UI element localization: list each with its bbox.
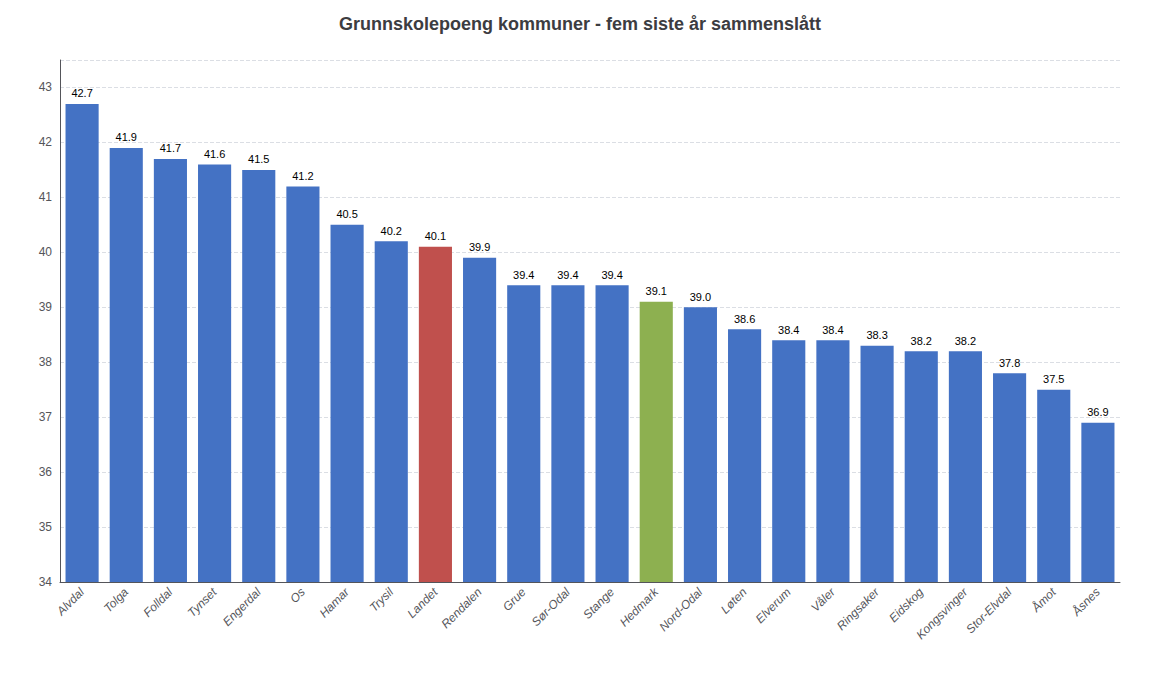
svg-text:41.2: 41.2 [292, 170, 313, 182]
svg-text:Løten: Løten [718, 585, 750, 617]
svg-text:Kongsvinger: Kongsvinger [913, 584, 971, 642]
svg-text:Åsnes: Åsnes [1068, 584, 1103, 619]
svg-text:38.4: 38.4 [778, 324, 799, 336]
svg-text:37.8: 37.8 [999, 357, 1020, 369]
svg-text:Folldal: Folldal [140, 585, 175, 620]
svg-text:41: 41 [39, 190, 53, 204]
svg-text:40.2: 40.2 [381, 225, 402, 237]
svg-text:37.5: 37.5 [1043, 373, 1064, 385]
svg-text:38.3: 38.3 [866, 329, 887, 341]
svg-text:39.1: 39.1 [646, 285, 667, 297]
svg-text:Grue: Grue [500, 585, 529, 614]
svg-text:38.2: 38.2 [955, 335, 976, 347]
svg-text:37: 37 [39, 410, 53, 424]
svg-text:Engerdal: Engerdal [220, 585, 264, 629]
svg-text:Alvdal: Alvdal [53, 585, 87, 619]
svg-text:41.6: 41.6 [204, 148, 225, 160]
svg-text:Grunnskolepoeng kommuner - fem: Grunnskolepoeng kommuner - fem siste år … [339, 14, 821, 34]
svg-text:42: 42 [39, 135, 53, 149]
svg-text:39.4: 39.4 [513, 269, 534, 281]
svg-text:39: 39 [39, 300, 53, 314]
svg-text:Tolga: Tolga [101, 585, 132, 616]
svg-text:36.9: 36.9 [1087, 406, 1108, 418]
svg-text:Landet: Landet [405, 585, 441, 621]
svg-text:40.1: 40.1 [425, 230, 446, 242]
svg-text:42.7: 42.7 [71, 87, 92, 99]
svg-text:Åmot: Åmot [1028, 584, 1060, 616]
svg-text:39.9: 39.9 [469, 241, 490, 253]
svg-text:41.7: 41.7 [160, 142, 181, 154]
svg-text:38.6: 38.6 [734, 313, 755, 325]
svg-text:Eidskog: Eidskog [886, 585, 926, 625]
svg-text:39.0: 39.0 [690, 291, 711, 303]
svg-text:36: 36 [39, 465, 53, 479]
svg-text:Stange: Stange [580, 585, 617, 622]
svg-text:41.9: 41.9 [116, 131, 137, 143]
svg-text:Nord-Odal: Nord-Odal [656, 585, 705, 634]
svg-text:39.4: 39.4 [601, 269, 622, 281]
svg-text:34: 34 [39, 575, 53, 589]
svg-text:Hedmark: Hedmark [617, 584, 662, 629]
svg-text:Hamar: Hamar [317, 584, 353, 620]
svg-text:40: 40 [39, 245, 53, 259]
svg-text:Rendalen: Rendalen [438, 585, 484, 631]
svg-text:41.5: 41.5 [248, 153, 269, 165]
svg-text:Os: Os [287, 585, 308, 606]
svg-text:Elverum: Elverum [753, 585, 794, 626]
svg-text:Stor-Elvdal: Stor-Elvdal [963, 585, 1014, 636]
svg-text:Tynset: Tynset [185, 585, 220, 620]
svg-text:Våler: Våler [808, 584, 838, 614]
svg-text:Trysil: Trysil [367, 585, 397, 615]
svg-text:40.5: 40.5 [336, 208, 357, 220]
svg-text:38.2: 38.2 [911, 335, 932, 347]
svg-text:43: 43 [39, 80, 53, 94]
svg-text:Sør-Odal: Sør-Odal [529, 585, 573, 629]
svg-text:38.4: 38.4 [822, 324, 843, 336]
svg-text:35: 35 [39, 520, 53, 534]
svg-text:39.4: 39.4 [557, 269, 578, 281]
svg-text:Ringsaker: Ringsaker [834, 584, 883, 633]
svg-text:38: 38 [39, 355, 53, 369]
